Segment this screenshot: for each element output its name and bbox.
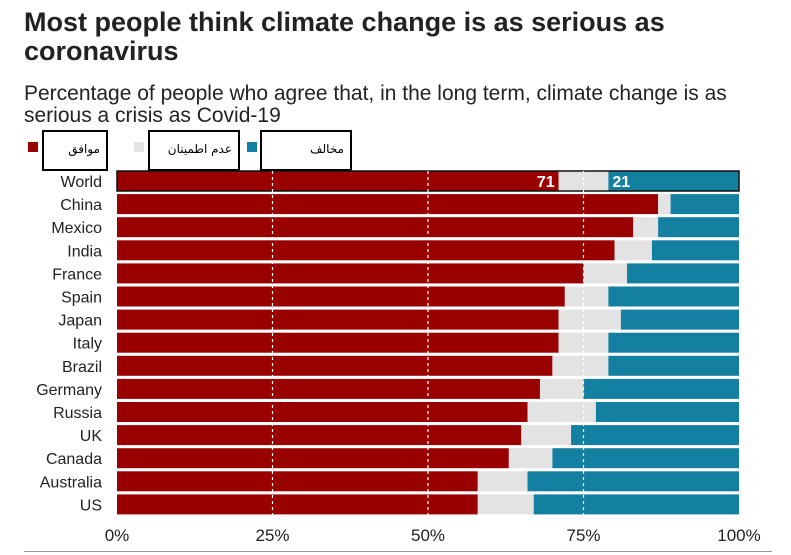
category-label-france: France	[52, 266, 102, 283]
category-label-uk: UK	[80, 428, 103, 445]
category-label-germany: Germany	[36, 382, 102, 399]
data-label-world-disagree: 21	[612, 174, 630, 191]
legend-label-unsure: عدم اطمینان	[148, 130, 240, 171]
category-label-italy: Italy	[73, 336, 102, 353]
bar-china-agree	[117, 194, 659, 215]
bar-italy-disagree	[608, 332, 739, 353]
bar-japan-disagree	[620, 309, 739, 330]
bar-australia-disagree	[527, 471, 739, 492]
legend-swatch-unsure	[134, 142, 144, 152]
bar-japan-unsure	[558, 309, 621, 330]
bar-uk-agree	[117, 425, 522, 446]
bar-france-disagree	[627, 263, 739, 284]
bottom-rule	[24, 551, 772, 552]
bar-russia-unsure	[527, 402, 596, 422]
category-label-russia: Russia	[53, 405, 102, 422]
category-label-japan: Japan	[58, 313, 102, 330]
bar-mexico-agree	[117, 217, 634, 238]
bar-india-agree	[117, 240, 615, 261]
chart-subtitle: Percentage of people who agree that, in …	[24, 82, 727, 127]
bar-india-unsure	[614, 240, 652, 261]
data-label-world-agree: 71	[537, 174, 555, 191]
bar-france-agree	[117, 263, 584, 284]
bar-russia-agree	[117, 402, 528, 422]
chart-title: Most people think climate change is as s…	[24, 7, 665, 66]
bar-china-disagree	[670, 194, 739, 215]
bar-spain-agree	[117, 286, 565, 307]
category-label-us: US	[80, 497, 102, 514]
category-label-spain: Spain	[61, 290, 102, 307]
bar-world-agree	[117, 171, 559, 191]
x-tick-label-100: 100%	[717, 526, 760, 545]
bar-brazil-disagree	[608, 355, 739, 376]
bar-uk-unsure	[521, 425, 572, 446]
bar-russia-disagree	[595, 402, 739, 422]
bar-canada-disagree	[552, 448, 739, 469]
bar-italy-unsure	[558, 332, 609, 353]
legend-label-disagree: مخالف	[260, 130, 352, 171]
bar-germany-unsure	[539, 378, 584, 399]
bar-mexico-disagree	[658, 217, 739, 238]
bar-france-unsure	[583, 263, 628, 284]
legend-swatch-agree	[28, 142, 38, 152]
bar-australia-agree	[117, 471, 478, 492]
bar-us-agree	[117, 494, 478, 515]
bar-world-disagree	[608, 171, 739, 191]
bar-spain-disagree	[608, 286, 739, 307]
legend-swatch-disagree	[247, 142, 257, 152]
category-label-china: China	[60, 197, 102, 214]
x-tick-label-50: 50%	[411, 526, 445, 545]
category-label-world: World	[61, 174, 103, 191]
bar-us-disagree	[533, 494, 739, 515]
bar-us-unsure	[477, 494, 534, 515]
bar-canada-unsure	[508, 448, 553, 469]
bar-japan-agree	[117, 309, 559, 330]
x-tick-label-25: 25%	[255, 526, 289, 545]
bar-china-unsure	[658, 194, 671, 215]
category-label-brazil: Brazil	[62, 359, 102, 376]
bar-world-unsure	[558, 171, 609, 191]
bar-uk-disagree	[571, 425, 739, 446]
category-label-canada: Canada	[46, 451, 102, 468]
category-label-mexico: Mexico	[51, 220, 102, 237]
bar-spain-unsure	[564, 286, 609, 307]
x-tick-label-75: 75%	[566, 526, 600, 545]
bar-italy-agree	[117, 332, 559, 353]
legend-label-agree: موافق	[42, 130, 108, 171]
x-tick-label-0: 0%	[105, 526, 130, 545]
bar-india-disagree	[651, 240, 739, 261]
bar-germany-disagree	[583, 378, 739, 399]
bar-australia-unsure	[477, 471, 528, 492]
bar-germany-agree	[117, 378, 540, 399]
bar-brazil-unsure	[552, 355, 609, 376]
bar-brazil-agree	[117, 355, 553, 376]
category-label-india: India	[67, 243, 102, 260]
bar-mexico-unsure	[633, 217, 659, 238]
bar-canada-agree	[117, 448, 509, 469]
category-label-australia: Australia	[40, 474, 102, 491]
